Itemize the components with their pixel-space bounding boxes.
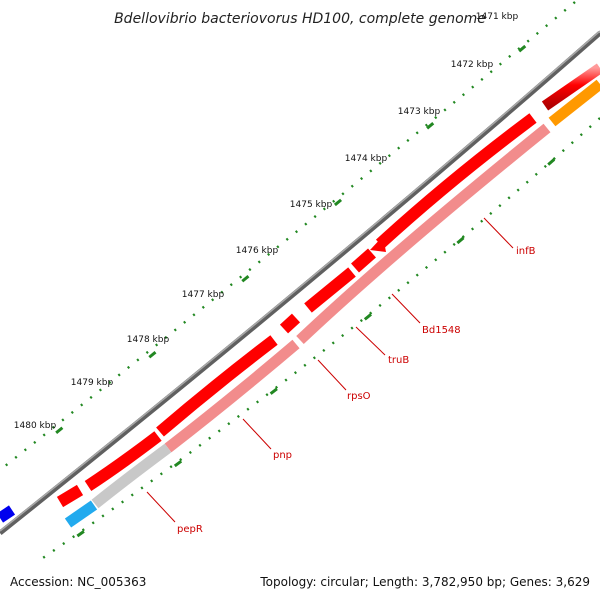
scale-label-1474: 1474 kbp — [345, 154, 388, 164]
genome-backbone-highlight — [0, 30, 600, 532]
scale-label-1471: 1471 kbp — [476, 12, 519, 22]
scale-label-1476: 1476 kbp — [236, 246, 279, 256]
leader-truB — [355, 326, 386, 356]
scale-label-1478: 1478 kbp — [127, 335, 170, 345]
inner-scale-dots — [39, 117, 600, 561]
scale-label-1475: 1475 kbp — [290, 200, 333, 210]
orange-feature — [548, 79, 600, 127]
scale-label-1479: 1479 kbp — [71, 378, 114, 388]
gene-label-Bd1548[interactable]: Bd1548 — [422, 325, 461, 336]
genome-summary-text: Topology: circular; Length: 3,782,950 bp… — [259, 575, 590, 589]
scale-label-1472: 1472 kbp — [451, 60, 494, 70]
leader-pepR — [146, 491, 176, 523]
scale-label-1477: 1477 kbp — [182, 290, 225, 300]
gene-label-pnp[interactable]: pnp — [273, 450, 292, 461]
leader-Bd1548 — [391, 293, 421, 324]
leader-pnp — [242, 418, 272, 450]
gene-label-truB[interactable]: truB — [388, 355, 409, 366]
gene-label-pepR[interactable]: pepR — [177, 524, 203, 535]
genome-title: Bdellovibrio bacteriovorus HD100, comple… — [114, 11, 486, 27]
cds-arrow-pepR — [84, 431, 162, 492]
cds-track-pnp — [164, 339, 300, 453]
cyan-feature — [64, 500, 98, 528]
leader-infB — [483, 217, 514, 249]
blue-feature — [0, 505, 16, 523]
cds-track-infB — [296, 123, 551, 344]
cds-arrow-infB-head — [370, 236, 386, 252]
cds-arrow-Bd1548 — [351, 248, 376, 273]
cds-arrow-bottom — [56, 484, 84, 508]
accession-text: Accession: NC_005363 — [10, 575, 146, 589]
inner-scale-major-ticks — [39, 120, 598, 564]
leader-rpsO — [317, 359, 347, 391]
cds-arrow-pnp — [156, 335, 278, 437]
scale-label-1473: 1473 kbp — [398, 107, 441, 117]
scale-label-1480: 1480 kbp — [14, 421, 57, 431]
cds-arrow-truB — [304, 267, 356, 313]
genome-backbone — [0, 31, 600, 535]
cds-arrow-infB — [375, 113, 537, 249]
gene-label-infB[interactable]: infB — [516, 246, 536, 257]
outer-scale-dots — [0, 1, 576, 471]
cds-track-pepR — [91, 443, 172, 509]
cds-arrow-top — [541, 63, 600, 111]
gene-label-rpsO[interactable]: rpsO — [347, 391, 371, 402]
cds-arrow-rpsO — [279, 313, 301, 334]
